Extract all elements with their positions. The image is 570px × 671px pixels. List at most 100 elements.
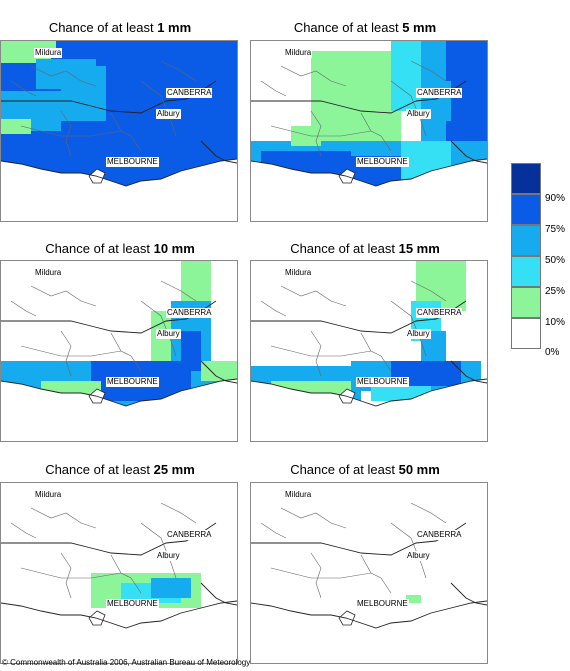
border-line: [251, 158, 487, 187]
district-line: [110, 112, 142, 152]
probability-shading: [151, 578, 191, 598]
district-line: [280, 285, 347, 307]
place-label-melbourne: MELBOURNE: [356, 157, 409, 167]
copyright-notice: © Commonwealth of Australia 2006, Austra…: [2, 658, 251, 667]
ocean-area: [1, 379, 237, 441]
rainfall-map-1mm: Mildura CANBERRA Albury MELBOURNE: [0, 40, 238, 222]
place-label-melbourne: MELBOURNE: [106, 157, 159, 167]
district-line: [20, 345, 122, 357]
district-line: [280, 507, 347, 529]
place-label-albury: Albury: [406, 551, 431, 561]
district-line: [110, 332, 142, 372]
place-label-canberra: CANBERRA: [166, 308, 213, 318]
district-line: [140, 300, 177, 357]
legend-swatch-90: [511, 163, 541, 194]
district-line: [160, 502, 197, 524]
district-line: [60, 110, 72, 157]
border-line: [1, 378, 237, 407]
place-label-mildura: Mildura: [34, 268, 63, 278]
place-label-melbourne: MELBOURNE: [106, 377, 159, 387]
district-line: [10, 300, 37, 317]
probability-shading: [311, 51, 401, 151]
district-line: [410, 60, 447, 82]
rainfall-map-25mm: Mildura CANBERRA Albury MELBOURNE: [0, 482, 238, 664]
district-line: [20, 125, 122, 137]
legend-label-90: 90%: [545, 193, 566, 204]
map-canvas: [251, 261, 487, 441]
map-title-50mm: Chance of at least 50 mm: [290, 462, 440, 477]
border-line: [450, 582, 487, 606]
map-canvas: [251, 41, 487, 221]
place-label-mildura: Mildura: [34, 490, 63, 500]
district-line: [110, 554, 142, 594]
border-line: [1, 600, 237, 629]
district-line: [30, 65, 97, 87]
probability-shading: [406, 595, 421, 603]
place-label-canberra: CANBERRA: [416, 88, 463, 98]
ocean-area: [251, 159, 487, 221]
ocean-area: [1, 601, 237, 663]
place-label-albury: Albury: [156, 109, 181, 119]
district-line: [360, 332, 392, 372]
district-line: [310, 110, 322, 157]
district-line: [260, 300, 287, 317]
place-label-melbourne: MELBOURNE: [106, 599, 159, 609]
district-line: [160, 280, 197, 302]
map-title-10mm: Chance of at least 10 mm: [45, 241, 195, 256]
probability-shading: [61, 66, 111, 121]
district-line: [60, 552, 72, 599]
map-title-15mm: Chance of at least 15 mm: [290, 241, 440, 256]
legend-swatch-10: [511, 287, 541, 318]
rainfall-map-50mm: Mildura CANBERRA Albury MELBOURNE: [250, 482, 488, 664]
rainfall-map-10mm: Mildura CANBERRA Albury MELBOURNE: [0, 260, 238, 442]
district-line: [30, 285, 97, 307]
district-line: [270, 125, 372, 137]
place-label-canberra: CANBERRA: [416, 308, 463, 318]
map-canvas: [1, 41, 237, 221]
legend-label-75: 75%: [545, 224, 566, 235]
district-line: [60, 330, 72, 377]
place-label-melbourne: MELBOURNE: [356, 377, 409, 387]
border-line: [1, 158, 237, 187]
district-line: [20, 567, 122, 579]
district-line: [260, 80, 287, 97]
border-line: [450, 360, 487, 384]
place-label-mildura: Mildura: [284, 490, 313, 500]
rainfall-map-5mm: Mildura CANBERRA Albury MELBOURNE: [250, 40, 488, 222]
legend-swatch-25: [511, 256, 541, 287]
border-line: [200, 582, 237, 606]
border-line: [200, 140, 237, 164]
place-label-canberra: CANBERRA: [416, 530, 463, 540]
legend-swatch-0: [511, 318, 541, 349]
place-label-albury: Albury: [406, 329, 431, 339]
district-line: [10, 522, 37, 539]
probability-shading: [31, 41, 56, 51]
place-label-mildura: Mildura: [34, 48, 63, 58]
district-line: [410, 280, 447, 302]
border-line: [251, 600, 487, 629]
district-line: [390, 300, 427, 357]
probability-shading: [431, 81, 451, 121]
district-line: [270, 567, 372, 579]
map-title-5mm: Chance of at least 5 mm: [293, 20, 437, 35]
district-line: [140, 522, 177, 579]
map-title-25mm: Chance of at least 25 mm: [45, 462, 195, 477]
legend-label-50: 50%: [545, 255, 566, 266]
border-line: [200, 360, 237, 384]
legend-swatch-75: [511, 194, 541, 225]
district-line: [360, 112, 392, 152]
district-line: [30, 507, 97, 529]
district-line: [390, 80, 427, 137]
place-label-canberra: CANBERRA: [166, 530, 213, 540]
map-canvas: [1, 502, 237, 663]
place-label-albury: Albury: [156, 551, 181, 561]
district-line: [360, 554, 392, 594]
rainfall-map-15mm: Mildura CANBERRA Albury MELBOURNE: [250, 260, 488, 442]
district-line: [410, 502, 447, 524]
district-line: [280, 65, 347, 87]
border-line: [251, 378, 487, 407]
district-line: [310, 552, 322, 599]
map-canvas: [1, 261, 237, 441]
district-line: [160, 60, 197, 82]
map-title-1mm: Chance of at least 1 mm: [48, 20, 192, 35]
